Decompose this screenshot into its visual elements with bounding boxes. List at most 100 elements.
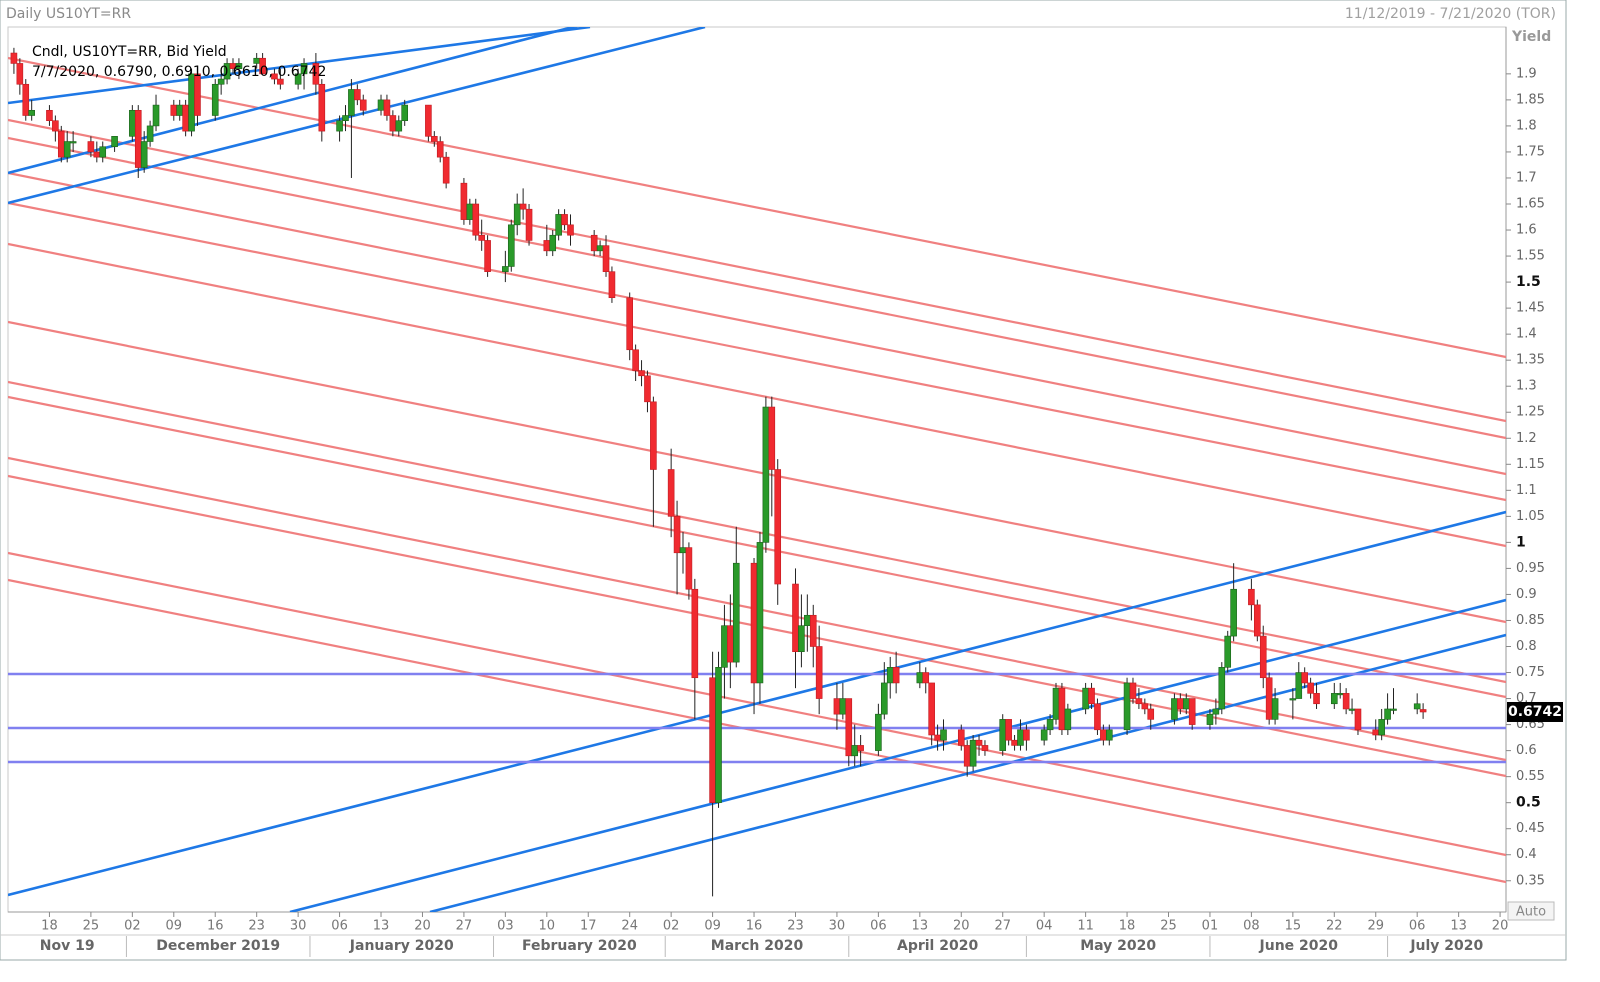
x-tick-label: 22	[1326, 919, 1343, 934]
candle-body	[626, 297, 633, 351]
candle-body	[28, 109, 35, 116]
candle-body	[721, 625, 728, 668]
x-tick-label: 20	[953, 919, 970, 934]
candle-body	[632, 349, 639, 371]
y-tick-label: 1.5	[1516, 274, 1541, 290]
candle-body	[650, 401, 657, 470]
candle-body	[182, 104, 189, 132]
candle-body	[804, 614, 811, 626]
candle-body	[567, 224, 574, 236]
x-tick-label: 10	[539, 919, 556, 934]
candle-body	[10, 52, 18, 64]
candle-body	[1384, 708, 1391, 720]
x-tick-label: 02	[124, 919, 141, 934]
candle-body	[1011, 739, 1018, 746]
candle-body	[442, 156, 450, 184]
candle-body	[561, 214, 568, 226]
y-tick-label: 0.4	[1516, 847, 1537, 862]
x-tick-label: 23	[248, 919, 265, 934]
candle-body	[975, 739, 983, 746]
x-tick-label: 25	[83, 919, 100, 934]
candle-body	[1212, 708, 1220, 715]
x-tick-label: 24	[621, 919, 638, 934]
month-label: Nov 19	[40, 938, 95, 954]
candle-body	[63, 141, 71, 158]
y-axis-title: Yield	[1511, 29, 1551, 45]
month-label: June 2020	[1259, 938, 1339, 954]
candle-body	[1129, 682, 1137, 699]
candle-body	[1147, 708, 1155, 720]
x-tick-label: 13	[373, 919, 390, 934]
candle-body	[1141, 703, 1149, 710]
x-tick-label: 20	[1492, 919, 1509, 934]
candle-body	[1088, 687, 1095, 705]
candle-body	[798, 625, 805, 653]
x-tick-label: 01	[1202, 919, 1219, 934]
candle-body	[679, 547, 687, 554]
candle-body	[940, 729, 947, 741]
candle-body	[525, 208, 533, 241]
candle-body	[188, 73, 195, 132]
candle-body	[1313, 693, 1320, 705]
candle-body	[111, 136, 118, 148]
candle-body	[217, 78, 225, 85]
candle-body	[99, 146, 107, 158]
trend-line	[8, 578, 1506, 884]
plot-area	[7, 26, 1507, 913]
candle-body	[478, 234, 485, 241]
candle-body	[1094, 703, 1101, 731]
candle-body	[129, 109, 136, 137]
candle-body	[46, 109, 53, 122]
candle-body	[1017, 729, 1024, 746]
candle-body	[602, 245, 610, 272]
candle-body	[502, 266, 509, 272]
candle-body	[1295, 672, 1303, 699]
candle-body	[1230, 588, 1237, 637]
candle-body	[235, 63, 243, 69]
month-label: December 2019	[156, 938, 280, 954]
y-tick-label: 0.6	[1516, 743, 1537, 758]
x-tick-label: 03	[497, 919, 514, 934]
candle-body	[1271, 698, 1279, 720]
month-label: April 2020	[897, 938, 978, 954]
candle-body	[1372, 729, 1380, 736]
candle-body	[253, 57, 260, 64]
y-tick-label: 1	[1516, 534, 1526, 550]
candle-body	[1182, 698, 1190, 710]
candle-body	[963, 745, 971, 767]
candle-body	[383, 99, 391, 116]
candle-body	[1052, 687, 1060, 720]
y-tick-label: 0.85	[1516, 613, 1545, 628]
trend-line	[8, 320, 1506, 624]
candle-body	[934, 734, 941, 741]
x-tick-label: 11	[1077, 919, 1094, 934]
candle-body	[211, 83, 219, 116]
candle-body	[507, 224, 515, 267]
y-tick-label: 1.6	[1516, 223, 1537, 238]
x-tick-label: 06	[331, 919, 348, 934]
trend-line	[8, 510, 1506, 897]
candle-body	[875, 713, 882, 751]
candle-body	[431, 136, 438, 142]
y-tick-label: 1.85	[1516, 92, 1545, 107]
auto-button-label[interactable]: Auto	[1516, 905, 1546, 920]
candle-body	[312, 63, 320, 85]
y-tick-label: 1.35	[1516, 353, 1545, 368]
candle-body	[815, 646, 823, 699]
candle-body	[513, 203, 521, 226]
candle-body	[768, 406, 776, 470]
x-tick-label: 16	[746, 919, 763, 934]
candle-body	[886, 667, 894, 684]
candle-body	[969, 739, 977, 767]
chart-title: Daily US10YT=RR	[6, 6, 131, 22]
candle-body	[1177, 698, 1184, 710]
candle-body	[57, 130, 65, 158]
candle-body	[774, 469, 782, 585]
y-tick-label: 0.5	[1516, 795, 1541, 811]
y-tick-label: 1.45	[1516, 301, 1545, 316]
candle-body	[1005, 719, 1012, 741]
auto-button[interactable]	[1507, 901, 1555, 921]
candle-body	[436, 141, 444, 158]
candle-body	[667, 469, 675, 517]
